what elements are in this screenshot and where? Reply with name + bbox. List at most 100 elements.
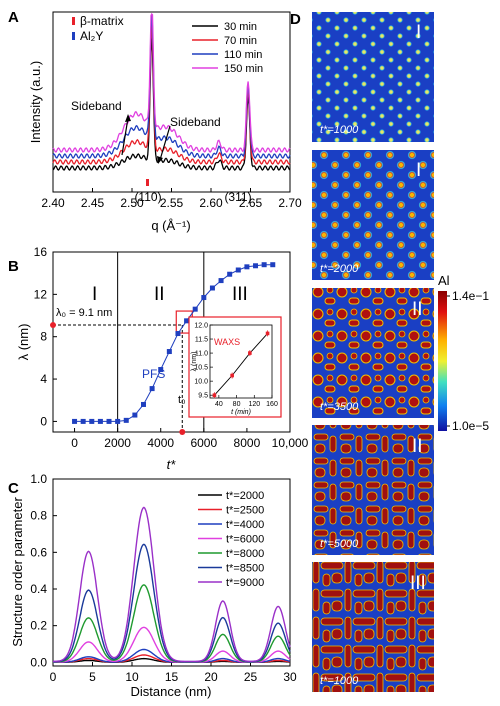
- b-xtick-label: 10,000: [272, 436, 309, 450]
- t0-marker: [179, 429, 186, 435]
- inset-xtick-label: 80: [233, 401, 241, 408]
- sideband-left-arrow: [121, 117, 129, 156]
- panel-a-legend: 30 min 70 min 110 min 150 min: [192, 21, 263, 75]
- snapshot-1-stage: I: [416, 22, 421, 43]
- sideband-right-arrowhead: [157, 156, 163, 164]
- annotation-peak-110: (110): [134, 190, 161, 204]
- a-xtick-label: 2.45: [81, 196, 105, 210]
- colorbar-max-label: 1.4e−1: [452, 289, 489, 303]
- panel-d: D I t*=1000 I t*=2000 II t*=3500 II t*=5…: [290, 11, 489, 692]
- b-xtick-label: 4000: [147, 436, 174, 450]
- c-ytick-label: 0.6: [30, 545, 47, 559]
- c-legend-label: t*=2000: [226, 490, 264, 502]
- b-data-point: [123, 417, 129, 423]
- c-ytick-label: 0.8: [30, 509, 47, 523]
- legend-al2y-label: Al₂Y: [80, 29, 103, 43]
- snapshot-4-time: t*=5000: [320, 538, 359, 550]
- c-xtick-label: 0: [50, 670, 57, 684]
- annotation-sideband-left: Sideband: [71, 99, 122, 113]
- snapshot-5-time: t*=1000: [320, 675, 359, 687]
- b-data-point: [140, 401, 146, 407]
- snapshot-2-image: [312, 150, 434, 280]
- c-legend-label: t*=8500: [226, 563, 264, 575]
- panel-c-ylabel: Structure order parameter: [10, 497, 25, 647]
- b-data-point: [244, 264, 250, 270]
- a-xtick-label: 2.65: [239, 196, 263, 210]
- b-ytick-label: 16: [34, 245, 48, 259]
- panel-d-letter: D: [290, 11, 301, 28]
- b-xtick-label: 0: [71, 436, 78, 450]
- b-ytick-label: 8: [40, 330, 47, 344]
- panel-b-inset: 9.5 10.0 10.5 11.0 11.5 12.0 40 80 120 160 t (min)…: [188, 316, 282, 418]
- b-data-point: [261, 262, 267, 268]
- inset-ytick-label: 9.5: [198, 393, 208, 400]
- snapshot-2-time: t*=2000: [320, 263, 359, 275]
- b-data-point: [175, 331, 181, 337]
- b-data-point: [201, 295, 207, 301]
- peak-110-marker: [146, 179, 149, 186]
- c-xtick-label: 10: [125, 670, 139, 684]
- stage-label-2: II: [154, 284, 165, 305]
- c-xtick-label: 5: [89, 670, 96, 684]
- panel-a-xticks: 2.40 2.45 2.50 2.55 2.60 2.65 2.70: [41, 188, 302, 210]
- colorbar-min-label: 1.0e−5: [452, 419, 489, 433]
- b-ytick-label: 0: [40, 414, 47, 428]
- panel-c-curves: [52, 506, 291, 663]
- panel-b-axes: 0 2000 4000 6000 8000 10,000 0 4 8 12 16: [34, 245, 309, 450]
- a-xtick-label: 2.70: [278, 196, 302, 210]
- snapshot-5-stage: III: [410, 573, 426, 594]
- inset-border: [188, 316, 282, 418]
- snapshot-3-image: [312, 288, 434, 418]
- a-xtick-label: 2.40: [41, 196, 65, 210]
- snapshot-2-stage: I: [416, 160, 421, 181]
- pfs-label: PFS: [142, 367, 165, 381]
- a-legend-label: 110 min: [224, 49, 262, 61]
- b-data-point: [89, 418, 95, 424]
- b-data-point: [149, 386, 155, 392]
- legend-al2y-marker: [72, 32, 75, 40]
- panel-b-xlabel: t*: [167, 457, 177, 472]
- inset-ytick-label: 10.0: [194, 379, 208, 386]
- b-ytick-label: 12: [34, 287, 48, 301]
- annotation-peak-311: (311): [224, 190, 251, 204]
- panel-c-xlabel: Distance (nm): [131, 684, 212, 699]
- panel-a-ylabel: Intensity (a.u.): [28, 61, 43, 143]
- inset-xtick-label: 160: [266, 401, 278, 408]
- inset-data-point: [248, 351, 252, 355]
- a-legend-label: 70 min: [224, 35, 257, 47]
- snapshot-1-time: t*=1000: [320, 124, 359, 136]
- panel-b-frame: [52, 251, 291, 433]
- annotation-sideband-right: Sideband: [170, 115, 221, 129]
- c-xtick-label: 15: [165, 670, 179, 684]
- lambda0-label: λ₀ = 9.1 nm: [56, 307, 112, 319]
- inset-line: [214, 333, 268, 396]
- b-data-point: [158, 367, 164, 373]
- b-data-point: [209, 285, 215, 291]
- c-ytick-label: 0.4: [30, 582, 47, 596]
- inset-title: WAXS: [214, 337, 240, 347]
- panel-b-series: [72, 262, 276, 424]
- panel-a-xlabel: q (Å⁻¹): [151, 218, 190, 233]
- legend-beta-label: β-matrix: [80, 14, 124, 28]
- panel-b-ylabel: λ (nm): [16, 324, 31, 361]
- a-legend-label: 150 min: [224, 63, 263, 75]
- colorbar-title: Al: [438, 273, 450, 288]
- stage-label-3: III: [232, 284, 248, 305]
- inset-xtick-label: 40: [215, 401, 223, 408]
- inset-ytick-label: 11.5: [195, 337, 208, 344]
- b-data-point: [115, 418, 121, 424]
- b-data-point: [235, 267, 241, 273]
- b-ytick-label: 4: [40, 372, 47, 386]
- b-data-point: [166, 349, 172, 355]
- snapshot-1-image: [312, 12, 434, 142]
- c-legend-label: t*=2500: [226, 505, 264, 517]
- inset-data-point: [230, 373, 234, 378]
- c-xtick-label: 30: [283, 670, 297, 684]
- c-series-line: [52, 584, 291, 663]
- inset-ytick-label: 12.0: [194, 323, 208, 330]
- c-xtick-label: 25: [244, 670, 258, 684]
- a-xtick-label: 2.60: [199, 196, 223, 210]
- inset-frame: [209, 324, 273, 399]
- inset-xlabel: t (min): [231, 409, 251, 416]
